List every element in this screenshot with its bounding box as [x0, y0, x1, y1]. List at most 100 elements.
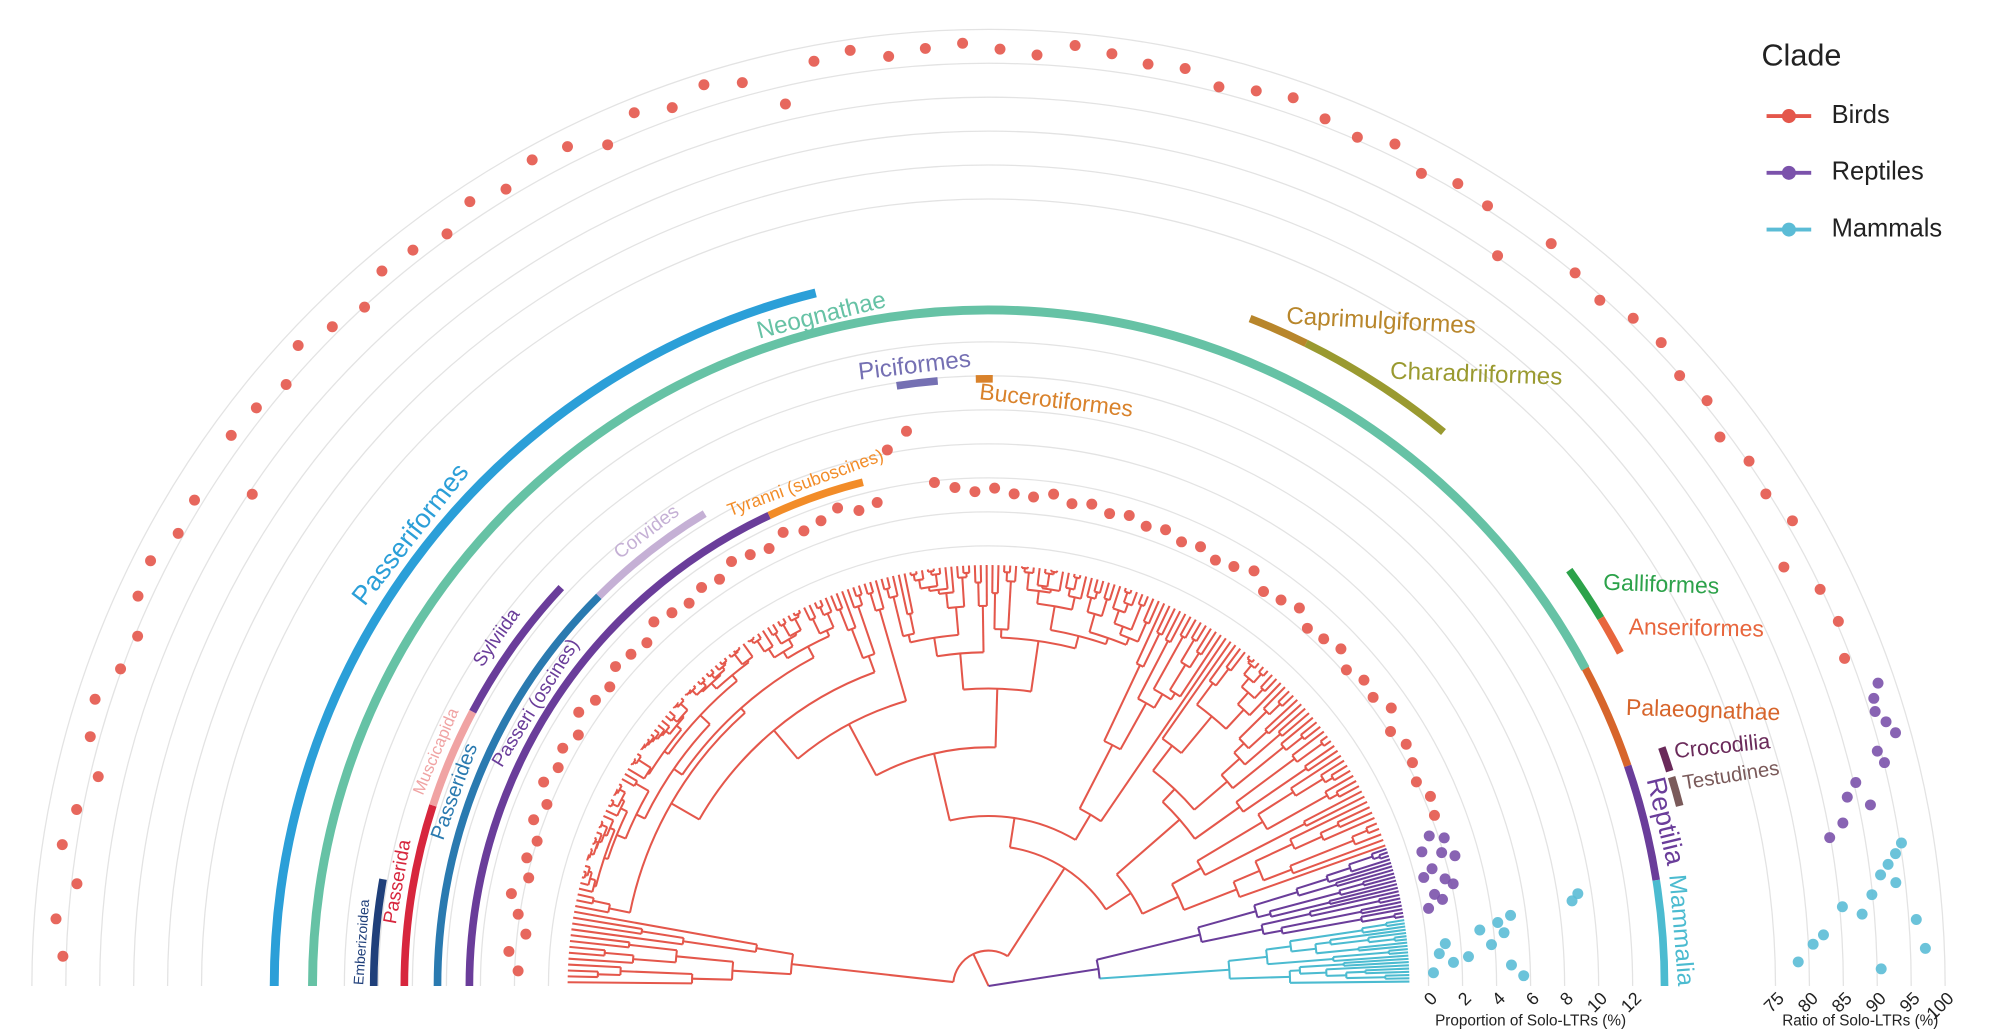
tree-branch	[1170, 692, 1176, 701]
tree-branch	[1152, 745, 1173, 772]
tree-branch	[663, 750, 669, 755]
tree-node-arc	[1169, 689, 1181, 698]
tree-branch	[1079, 576, 1088, 599]
tree-node-arc	[809, 616, 816, 622]
data-point	[957, 37, 969, 49]
tree-node-arc	[607, 904, 611, 913]
data-point	[1594, 294, 1606, 306]
tree-branch	[752, 636, 755, 640]
tree-branch	[1326, 964, 1409, 971]
tree-branch	[994, 688, 999, 748]
tree-node-arc	[780, 622, 787, 627]
tree-node-arc	[640, 744, 646, 751]
tree-branch	[1239, 844, 1386, 899]
clade-bar	[1658, 746, 1674, 773]
tree-branch	[661, 719, 671, 728]
tree-branch	[746, 659, 750, 663]
tree-branch	[1088, 613, 1096, 633]
tree-branch	[620, 807, 628, 813]
tree-branch	[584, 874, 588, 877]
tree-branch	[1303, 790, 1363, 823]
tree-branch	[1300, 971, 1327, 975]
tree-node-arc	[668, 716, 685, 735]
tree-branch	[1242, 767, 1307, 813]
data-point	[541, 798, 553, 810]
data-point	[1505, 959, 1517, 971]
data-point	[1814, 583, 1826, 595]
data-point	[1824, 832, 1836, 844]
tree-branch	[1244, 733, 1282, 766]
data-point	[1438, 832, 1450, 844]
tree-branch	[1296, 877, 1328, 890]
grid-arc	[133, 130, 1844, 986]
tree-branch	[747, 639, 750, 643]
tree-branch	[608, 907, 631, 914]
data-point	[808, 55, 820, 67]
data-point	[815, 515, 827, 527]
tree-branch	[1388, 948, 1408, 952]
data-point	[1293, 602, 1305, 614]
data-point	[1447, 956, 1459, 968]
tree-node-arc	[1027, 588, 1051, 594]
tree-branch	[1361, 923, 1387, 930]
data-point	[1841, 791, 1853, 803]
tree-branch	[1277, 690, 1290, 703]
tree-branch	[635, 782, 650, 792]
tree-node-arc	[656, 729, 666, 740]
data-point	[1436, 893, 1448, 905]
tree-branch	[646, 772, 650, 776]
clade-bar	[308, 305, 1590, 986]
data-point	[1340, 664, 1352, 676]
tree-branch	[675, 724, 682, 731]
data-point	[1836, 901, 1848, 913]
data-point	[844, 44, 856, 56]
data-point	[777, 526, 789, 538]
tree-branch	[621, 778, 635, 787]
data-point	[1319, 113, 1331, 125]
data-point	[744, 549, 756, 561]
tree-branch	[1113, 610, 1120, 624]
tree-branch	[1183, 888, 1238, 911]
tree-branch	[808, 604, 817, 619]
tree-branch	[1153, 693, 1164, 709]
tree-node-arc	[753, 637, 762, 645]
tree-node-arc	[643, 740, 651, 749]
tree-branch	[1303, 726, 1321, 741]
tree-branch	[668, 710, 676, 718]
tree-branch	[1252, 673, 1262, 684]
tree-node-arc	[1264, 728, 1270, 735]
data-point	[557, 742, 569, 754]
data-point	[1439, 938, 1451, 950]
tree-branch	[1351, 858, 1391, 873]
data-point	[1868, 692, 1880, 704]
tree-branch	[767, 648, 776, 659]
clade-bar	[596, 510, 707, 600]
tree-branch	[852, 587, 858, 597]
tree-branch	[1100, 598, 1108, 617]
data-point	[512, 908, 524, 920]
clade-label: Passeriformes	[346, 457, 475, 610]
clade-label: Mammalia	[1663, 873, 1699, 987]
tree-branch	[1388, 951, 1409, 955]
clade-label: Testudines	[1681, 757, 1781, 794]
clade-label: Caprimulgiformes	[1286, 303, 1477, 340]
data-point	[696, 581, 708, 593]
data-point	[1817, 929, 1829, 941]
tree-branch	[1180, 715, 1213, 754]
data-point	[1427, 967, 1439, 979]
tree-branch	[1103, 664, 1141, 742]
data-point	[1031, 49, 1043, 61]
tree-branch	[959, 653, 965, 690]
tree-branch	[1378, 851, 1388, 857]
tree-branch	[567, 969, 598, 973]
data-point	[503, 945, 515, 957]
tree-branch	[635, 813, 646, 820]
data-point	[1890, 848, 1901, 860]
data-point	[1462, 951, 1474, 963]
tree-branch	[1336, 868, 1394, 888]
data-point	[552, 762, 564, 774]
tree-branch	[1315, 941, 1331, 946]
data-point	[1878, 757, 1890, 769]
data-point	[871, 496, 883, 508]
tree-branch	[633, 958, 676, 964]
